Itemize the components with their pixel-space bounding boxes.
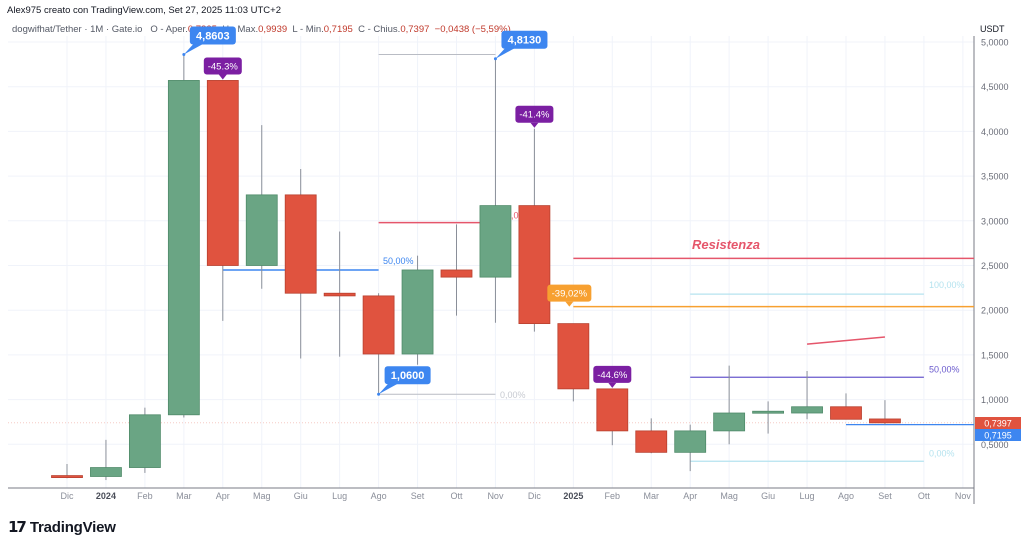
time-axis-label: Dic	[528, 491, 541, 501]
time-axis-label: Mag	[253, 491, 271, 501]
time-axis-label: Nov	[955, 491, 972, 501]
candle[interactable]	[128, 407, 161, 473]
candle[interactable]	[440, 224, 473, 316]
time-axis-label: Lug	[332, 491, 347, 501]
time-axis-label: Mar	[644, 491, 660, 501]
candle[interactable]	[479, 58, 512, 323]
time-axis-label: Ago	[838, 491, 854, 501]
time-axis-label: Set	[411, 491, 425, 501]
fib-right-50-label: 50,00%	[929, 364, 960, 374]
fib-left-50-label: 50,00%	[383, 256, 414, 266]
time-axis-label: Feb	[605, 491, 621, 501]
time-axis-label: Feb	[137, 491, 153, 501]
candle[interactable]	[206, 80, 239, 321]
candle[interactable]	[362, 293, 395, 395]
time-axis-label: Apr	[683, 491, 697, 501]
time-axis-label: Apr	[216, 491, 230, 501]
high-price-label-1[interactable]: 4,8603	[182, 26, 236, 56]
time-axis-label: Set	[878, 491, 892, 501]
time-axis-label: Ago	[371, 491, 387, 501]
high-price-label-2[interactable]: 4,8130	[493, 30, 548, 61]
candle[interactable]	[557, 323, 590, 402]
candle[interactable]	[323, 231, 356, 357]
price-tick-label: 4,0000	[981, 127, 1009, 137]
fib-left-0-label: 0,00%	[500, 390, 526, 400]
tradingview-wordmark: TradingView	[29, 518, 116, 536]
price-tick-label: 3,5000	[981, 172, 1009, 182]
time-axis-label: 2024	[96, 491, 116, 501]
close-value: 0,7397	[400, 24, 430, 35]
drop-callout-1[interactable]: -45.3%	[203, 57, 242, 80]
time-axis-label: 2025	[563, 491, 583, 501]
candle[interactable]	[830, 393, 862, 420]
candles[interactable]	[51, 54, 901, 481]
low-value: 0,7195	[323, 24, 353, 35]
price-tick-label: 0,5000	[981, 440, 1009, 450]
candle[interactable]	[674, 424, 707, 472]
high-label: H - Max.	[222, 24, 259, 35]
tradingview-logo[interactable]: 17 TradingView	[8, 518, 116, 536]
time-axis-label: Ott	[450, 491, 463, 501]
price-tick-label: 2,5000	[981, 261, 1009, 271]
chart-credit: Alex975 creato con TradingView.com, Set …	[7, 5, 281, 16]
drop-callout-1-text: -45.3%	[208, 61, 239, 72]
resistance-label: Resistenza	[692, 237, 760, 252]
last-price-badge: 0,7397	[975, 417, 1021, 429]
candle[interactable]	[752, 401, 784, 434]
price-tick-label: 1,5000	[981, 350, 1009, 360]
high-price-label-2-text: 4,8130	[508, 35, 542, 47]
high-price-label-1-text: 4,8603	[196, 30, 230, 42]
high-value: 0,9939	[258, 24, 288, 35]
price-unit: USDT	[980, 24, 1005, 34]
candle[interactable]	[284, 168, 317, 359]
drop-callout-orange-text: -39,02%	[552, 289, 588, 300]
drop-callout-3-text: -44.6%	[597, 370, 628, 381]
price-tick-label: 3,0000	[981, 216, 1009, 226]
symbol-name[interactable]: dogwifhat/Tether · 1M · Gate.io	[12, 24, 143, 35]
candle[interactable]	[596, 388, 629, 446]
drop-callout-3[interactable]: -44.6%	[593, 365, 632, 388]
price-tick-label: 2,0000	[981, 306, 1009, 316]
candle[interactable]	[245, 125, 278, 289]
candle[interactable]	[869, 400, 901, 425]
time-axis-label: Mar	[176, 491, 192, 501]
candle[interactable]	[401, 255, 434, 365]
drop-callout-orange[interactable]: -39,02%	[547, 284, 592, 307]
open-label: O - Aper.	[150, 24, 188, 35]
time-axis-label: Ott	[918, 491, 931, 501]
time-axis-label: Giu	[294, 491, 308, 501]
candle[interactable]	[791, 370, 823, 420]
trend-line	[806, 336, 886, 345]
candle[interactable]	[90, 439, 122, 481]
fib-right-100-label: 100,00%	[929, 280, 965, 290]
candle[interactable]	[51, 463, 83, 479]
candle[interactable]	[518, 128, 551, 332]
drop-callout-2-text: -41.4%	[519, 110, 550, 121]
last-price-badge-text: 0,7397	[984, 419, 1012, 429]
time-axis-label: Lug	[800, 491, 815, 501]
fib-right-0-label: 0,00%	[929, 448, 955, 458]
time-axis-label: Nov	[487, 491, 504, 501]
candle[interactable]	[167, 54, 200, 418]
time-axis-label: Mag	[720, 491, 738, 501]
candle[interactable]	[713, 365, 746, 445]
low-price-badge: 0,7195	[975, 429, 1021, 441]
low-price-label-1-text: 1,0600	[391, 370, 425, 382]
change-value: −0,0438 (−5,59%)	[434, 24, 511, 35]
tradingview-logo-icon: 17	[8, 518, 27, 536]
fib-left-100-label: ,0	[511, 211, 519, 221]
low-price-badge-text: 0,7195	[984, 431, 1012, 441]
time-axis-label: Dic	[61, 491, 74, 501]
time-axis-label: Giu	[761, 491, 775, 501]
low-label: L - Min.	[292, 24, 324, 35]
drop-callout-2[interactable]: -41.4%	[515, 105, 554, 128]
low-price-label-1[interactable]: 1,0600	[377, 366, 431, 396]
price-tick-label: 4,5000	[981, 82, 1009, 92]
candle[interactable]	[635, 418, 668, 454]
price-tick-label: 1,0000	[981, 395, 1009, 405]
price-tick-label: 5,0000	[981, 38, 1009, 48]
close-label: C - Chius.	[358, 24, 401, 35]
